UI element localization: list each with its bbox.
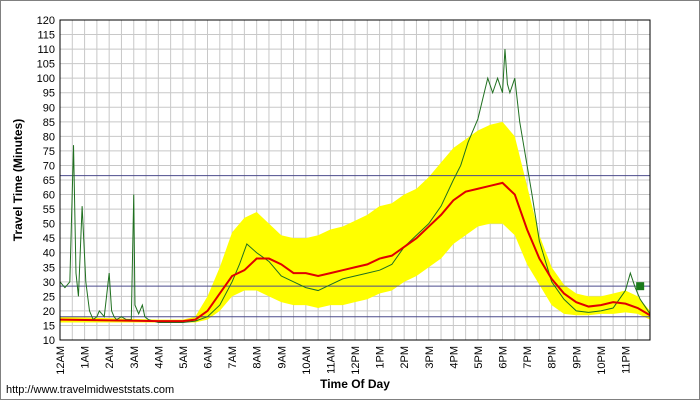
x-tick-label: 10PM <box>596 346 608 375</box>
y-tick-label: 80 <box>43 131 55 143</box>
x-tick-label: 5AM <box>178 346 190 369</box>
x-tick-label: 7AM <box>227 346 239 369</box>
typical-range-area <box>60 121 650 323</box>
y-tick-label: 70 <box>43 160 55 172</box>
x-tick-label: 2AM <box>104 346 116 369</box>
x-tick-label: 1PM <box>375 346 387 369</box>
today-line <box>59 49 651 324</box>
today-series <box>59 49 651 324</box>
y-tick-label: 65 <box>43 175 55 187</box>
y-tick-label: 120 <box>37 15 55 27</box>
x-tick-label: 7PM <box>522 346 534 369</box>
x-tick-label: 12PM <box>350 346 362 375</box>
y-tick-label: 85 <box>43 117 55 129</box>
y-tick-label: 30 <box>43 277 55 289</box>
x-tick-label: 6PM <box>498 346 510 369</box>
y-tick-label: 100 <box>37 73 55 85</box>
average-series <box>59 181 651 323</box>
current-marker <box>636 282 645 291</box>
x-tick-label: 9AM <box>276 346 288 369</box>
current-value-marker <box>636 282 645 291</box>
x-tick-label: 11AM <box>325 346 337 374</box>
x-tick-label: 8PM <box>547 346 559 369</box>
x-tick-label: 1AM <box>80 346 92 369</box>
y-tick-label: 60 <box>43 190 55 202</box>
y-tick-label: 50 <box>43 219 55 231</box>
x-tick-label: 9PM <box>571 346 583 369</box>
y-tick-label: 40 <box>43 248 55 260</box>
x-tick-label: 5PM <box>473 346 485 369</box>
x-tick-label: 6AM <box>203 346 215 369</box>
x-tick-label: 11PM <box>620 346 632 374</box>
x-tick-label: 3PM <box>424 346 436 369</box>
x-tick-label: 2PM <box>399 346 411 369</box>
y-tick-label: 110 <box>37 44 55 56</box>
reference-lines <box>60 175 650 318</box>
y-tick-label: 25 <box>43 291 55 303</box>
source-url[interactable]: http://www.travelmidweststats.com <box>6 384 175 396</box>
x-axis-title: Time Of Day <box>320 377 390 391</box>
y-tick-label: 115 <box>37 30 55 42</box>
y-tick-label: 15 <box>43 320 55 332</box>
y-tick-label: 20 <box>43 306 55 318</box>
y-tick-label: 105 <box>37 59 55 71</box>
x-tick-label: 8AM <box>252 346 264 369</box>
x-tick-label: 3AM <box>129 346 141 369</box>
typical-range-band <box>60 121 650 323</box>
y-tick-label: 35 <box>43 262 55 274</box>
y-tick-label: 95 <box>43 88 55 100</box>
x-tick-labels: 12AM 1AM 2AM 3AM 4AM 5AM 6AM 7AM 8AM 9AM 10AM 11AM 1… <box>55 346 632 375</box>
x-tick-label: 12AM <box>55 346 67 375</box>
plot-border <box>59 19 651 341</box>
x-tick-label: 4AM <box>153 346 165 369</box>
average-line <box>59 181 651 323</box>
y-tick-label: 55 <box>43 204 55 216</box>
x-tick-label: 10AM <box>301 346 313 375</box>
y-tick-label: 90 <box>43 102 55 114</box>
y-tick-labels: 10 15 20 25 30 35 40 45 50 55 60 65 70 75 80 85 90 95 100 1… <box>37 15 55 347</box>
y-tick-label: 45 <box>43 233 55 245</box>
x-tick-label: 4PM <box>448 346 460 369</box>
y-tick-label: 75 <box>43 146 55 158</box>
y-axis-title: Travel Time (Minutes) <box>11 119 25 241</box>
y-tick-label: 10 <box>43 335 55 347</box>
